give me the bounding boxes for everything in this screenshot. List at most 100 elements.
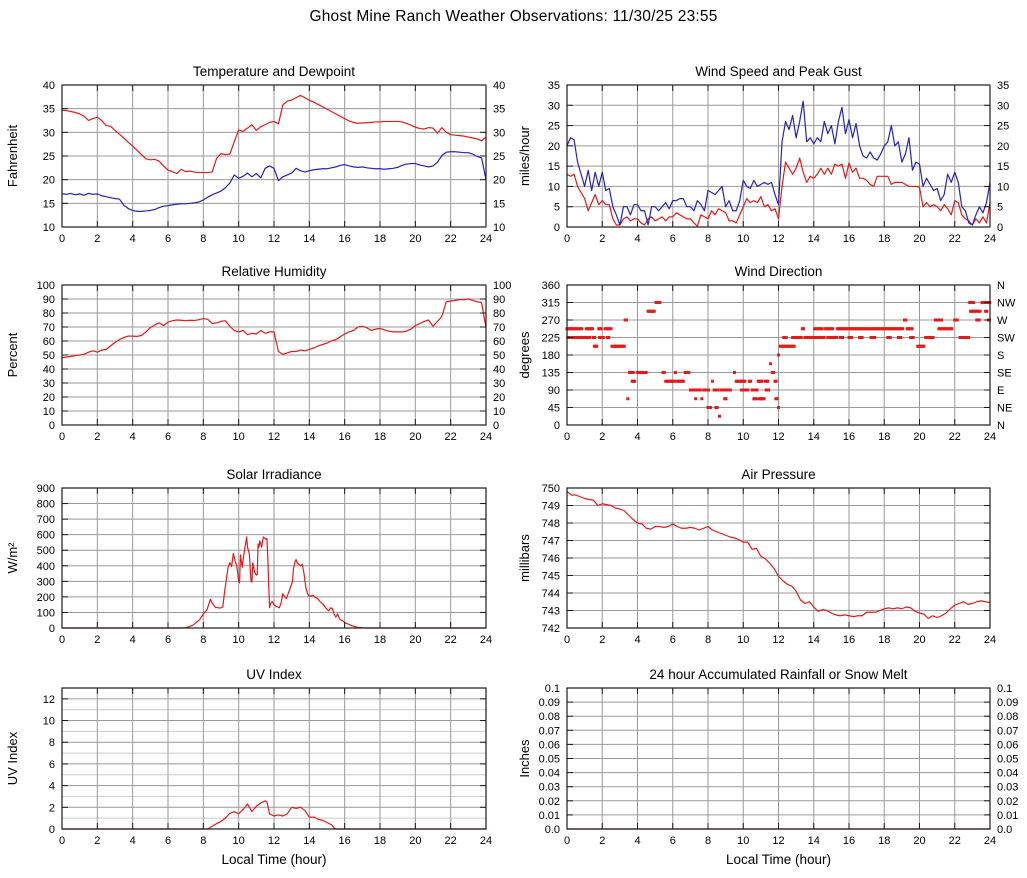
y-tick-label-right: S (997, 350, 1004, 362)
y-tick-label-right: 90 (493, 294, 505, 306)
wind-direction-point (609, 327, 613, 331)
y-tick-label-right: 80 (493, 308, 505, 320)
y-tick-label: 749 (542, 501, 560, 513)
wind-direction-point (595, 344, 599, 348)
y-tick-label-right: 25 (493, 151, 505, 163)
y-tick-label: 25 (43, 151, 55, 163)
wind-direction-point (812, 336, 816, 339)
x-tick-label: 14 (808, 233, 820, 245)
y-tick-label: 135 (542, 368, 560, 380)
x-tick-label: 12 (772, 634, 784, 646)
x-tick-label: 22 (949, 634, 961, 646)
wind-direction-point (899, 336, 903, 339)
y-tick-label-right: 15 (493, 198, 505, 210)
wind-direction-point (573, 336, 577, 339)
wind-direction-point (910, 327, 914, 331)
y-tick-label: 0.03 (539, 782, 560, 794)
y-tick-label-right: 0 (493, 420, 499, 432)
x-tick-label: 16 (843, 634, 855, 646)
y-tick-label: 20 (43, 175, 55, 187)
y-tick-label: 30 (43, 127, 55, 139)
x-tick-label: 14 (808, 431, 820, 443)
y-tick-label: 0 (554, 420, 560, 432)
wind-direction-plot-border (566, 284, 991, 426)
wind-direction-point (775, 397, 779, 401)
y-tick-label-right: 0.02 (997, 796, 1018, 808)
y-tick-label: 360 (542, 280, 560, 292)
y-tick-label-right: SE (997, 368, 1012, 380)
wind-speed-gust-wind-speed-line (567, 157, 990, 227)
rainfall-ylabel: Inches (517, 739, 532, 778)
y-tick-label: 10 (43, 716, 55, 728)
y-tick-label: 0 (49, 824, 55, 836)
wind-direction-point (662, 371, 666, 374)
y-tick-label: 20 (548, 141, 560, 153)
y-tick-label-right: 0.1 (997, 683, 1012, 695)
wind-direction-point (593, 336, 597, 339)
wind-direction-point (834, 336, 838, 339)
wind-direction-ylabel: degrees (517, 331, 532, 378)
x-tick-label: 10 (233, 634, 245, 646)
rainfall-xlabel: Local Time (hour) (726, 852, 831, 867)
y-tick-label-right: 0.05 (997, 754, 1018, 766)
wind-direction-point (673, 371, 677, 374)
y-tick-label: 0.07 (539, 725, 560, 737)
x-tick-label: 6 (165, 431, 171, 443)
y-tick-label-right: 70 (493, 322, 505, 334)
y-tick-label: 40 (43, 80, 55, 92)
y-tick-label-right: 30 (493, 127, 505, 139)
y-tick-label: 100 (37, 607, 55, 619)
temperature-dewpoint-temperature-line (62, 94, 486, 175)
wind-direction-point (802, 327, 806, 331)
y-tick-label: 30 (43, 378, 55, 390)
y-tick-label-right: 20 (997, 141, 1009, 153)
temperature-dewpoint-title: Temperature and Dewpoint (193, 64, 355, 79)
x-tick-label: 10 (233, 233, 245, 245)
y-tick-label-right: 60 (493, 336, 505, 348)
x-tick-label: 18 (878, 634, 890, 646)
y-tick-label: 0.09 (539, 697, 560, 709)
y-tick-label: 2 (49, 802, 55, 814)
y-tick-label: 746 (542, 553, 560, 565)
y-tick-label-right: 0.08 (997, 711, 1018, 723)
x-tick-label: 0 (564, 233, 570, 245)
x-tick-label: 0 (59, 835, 65, 847)
x-tick-label: 8 (705, 634, 711, 646)
wind-direction-point (868, 327, 872, 331)
uv-index-title: UV Index (246, 667, 302, 682)
x-tick-label: 22 (445, 233, 457, 245)
y-tick-label: 6 (49, 759, 55, 771)
y-tick-label: 10 (43, 222, 55, 234)
x-tick-label: 18 (878, 835, 890, 847)
x-tick-label: 0 (59, 431, 65, 443)
y-tick-label-right: 0.03 (997, 782, 1018, 794)
uv-index-xlabel: Local Time (hour) (221, 852, 326, 867)
y-tick-label: 0.06 (539, 739, 560, 751)
wind-direction-point (601, 336, 605, 339)
wind-direction-point (940, 318, 944, 322)
page-title: Ghost Mine Ranch Weather Observations: 1… (309, 8, 718, 25)
solar-irradiance-ylabel: W/m² (5, 542, 20, 574)
x-tick-label: 14 (808, 634, 820, 646)
y-tick-label: 747 (542, 536, 560, 548)
wind-speed-gust-title: Wind Speed and Peak Gust (695, 64, 862, 79)
x-tick-label: 16 (339, 835, 351, 847)
y-tick-label: 200 (37, 592, 55, 604)
y-tick-label: 15 (548, 161, 560, 173)
x-tick-label: 24 (480, 233, 492, 245)
wind-speed-gust-peak-gust-line (567, 100, 990, 226)
y-tick-label-right: 20 (493, 392, 505, 404)
x-tick-label: 6 (670, 634, 676, 646)
x-tick-label: 18 (878, 233, 890, 245)
x-tick-label: 12 (268, 233, 280, 245)
x-tick-label: 4 (130, 835, 136, 847)
relative-humidity-humidity-line (62, 298, 486, 359)
x-tick-label: 10 (737, 634, 749, 646)
relative-humidity-plot-border (61, 284, 487, 426)
x-tick-label: 4 (634, 634, 640, 646)
x-tick-label: 0 (59, 233, 65, 245)
air-pressure-pressure-line (567, 491, 990, 619)
y-tick-label-right: 30 (997, 100, 1009, 112)
